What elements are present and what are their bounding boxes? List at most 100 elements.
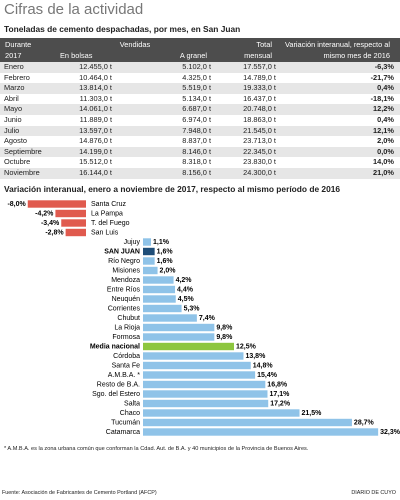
chart: -8,0% Santa Cruz -4,2% La Pampa -3,4% T. del …	[7, 200, 400, 436]
category-label: La Pampa	[91, 210, 123, 217]
table-cell: 16.144,0 t	[79, 168, 112, 177]
category-label: Córdoba	[113, 353, 140, 360]
table-cell: 6.974,0 t	[182, 115, 211, 124]
table-cell: 13.597,0 t	[79, 125, 112, 135]
table-row: Marzo 13.814,0 t 5.519,0 t 19.333,0 t 0,4%	[0, 83, 400, 94]
table-cell: 19.333,0 t	[243, 83, 276, 93]
table-cell: 20.748,0 t	[243, 104, 276, 114]
column-header: Durante 2017	[5, 40, 32, 60]
value-label: -8,0%	[7, 201, 26, 208]
category-label: San Luis	[91, 229, 119, 236]
value-label: 4,2%	[176, 277, 193, 284]
table-cell: -6,3%	[374, 62, 394, 71]
table-cell: 10.464,0 t	[79, 72, 112, 82]
column-header: Vendidas	[119, 40, 151, 49]
value-label: -2,8%	[45, 229, 64, 236]
table-cell: 8.146,0 t	[182, 146, 211, 156]
table-row: Noviembre 16.144,0 t 8.156,0 t 24.300,0 t 21…	[0, 168, 400, 179]
table-cell: Septiembre	[4, 146, 42, 156]
table-cell: -21,7%	[370, 72, 394, 82]
category-label: Jujuy	[124, 239, 141, 246]
table-cell: 11.889,0 t	[79, 115, 112, 124]
bar	[143, 323, 215, 332]
bar	[143, 380, 266, 389]
table-cell: Junio	[4, 115, 22, 124]
chart-title: Variación interanual, enero a noviembre …	[4, 184, 341, 194]
table-cell: Mayo	[4, 104, 23, 114]
table-cell: 14.199,0 t	[79, 146, 112, 156]
table-cell: 22.345,0 t	[243, 146, 276, 156]
table-cell: 8.156,0 t	[182, 168, 211, 177]
table-cell: 8.837,0 t	[182, 136, 211, 146]
bar	[143, 238, 152, 246]
value-label: 32,3%	[380, 429, 400, 436]
table-cell: 2,0%	[377, 136, 394, 146]
value-label: 4,5%	[178, 296, 195, 303]
table-row: Mayo 14.061,0 t 6.687,0 t 20.748,0 t 12,2%	[0, 104, 400, 115]
table-cell: 14.876,0 t	[79, 136, 112, 146]
footnote: * A.M.B.A. es la zona urbana común que c…	[4, 446, 309, 452]
category-label: Corrientes	[108, 305, 141, 312]
value-label: 17,2%	[270, 400, 291, 407]
bar	[55, 209, 86, 218]
category-label: T. del Fuego	[91, 220, 130, 227]
category-label: Resto de B.A.	[97, 381, 140, 388]
bar	[143, 247, 155, 256]
table-cell: 23.713,0 t	[243, 136, 276, 146]
table-cell: 12,2%	[373, 104, 394, 114]
category-label: Media nacional	[90, 343, 140, 350]
table-header: Durante 2017 Vendidas En bolsas A granel…	[0, 38, 400, 62]
value-label: -4,2%	[35, 210, 54, 217]
table-cell: 24.300,0 t	[243, 168, 276, 177]
bar	[143, 314, 197, 322]
table-cell: 0,0%	[377, 146, 394, 156]
category-label: La Rioja	[114, 324, 140, 331]
table-cell: 11.303,0 t	[79, 93, 112, 103]
category-label: Salta	[124, 400, 140, 407]
page-title: Cifras de la actividad	[4, 1, 144, 18]
table-cell: 5.519,0 t	[182, 83, 211, 93]
bar	[27, 200, 86, 208]
table-row: Agosto 14.876,0 t 8.837,0 t 23.713,0 t 2,0%	[0, 136, 400, 147]
table-title: Toneladas de cemento despachadas, por me…	[4, 24, 241, 34]
bar	[143, 409, 300, 417]
value-label: 21,5%	[302, 410, 323, 417]
table-cell: 4.325,0 t	[182, 72, 211, 82]
value-label: 1,6%	[157, 248, 174, 255]
value-label: 12,5%	[236, 343, 257, 350]
value-label: 17,1%	[269, 391, 290, 398]
value-label: 14,8%	[253, 362, 274, 369]
table-cell: 16.437,0 t	[243, 93, 276, 103]
table-cell: 13.814,0 t	[79, 83, 112, 93]
bar	[143, 428, 379, 436]
bar	[143, 295, 176, 303]
category-label: Santa Cruz	[91, 201, 127, 208]
table-cell: 18.863,0 t	[243, 115, 276, 124]
category-label: Misiones	[112, 267, 140, 274]
value-label: 7,4%	[199, 315, 216, 322]
category-label: SAN JUAN	[104, 248, 140, 255]
bar	[143, 418, 352, 427]
table-cell: Noviembre	[4, 168, 40, 177]
table-cell: Marzo	[4, 83, 25, 93]
bar	[65, 228, 86, 237]
table-cell: 14.789,0 t	[243, 72, 276, 82]
value-label: 4,4%	[177, 286, 194, 293]
column-header: A granel	[179, 51, 207, 60]
table-row: Julio 13.597,0 t 7.948,0 t 21.545,0 t 12,1%	[0, 125, 400, 137]
column-header: Total mensual	[244, 40, 272, 60]
bar	[143, 333, 215, 341]
table-row: Abril 11.303,0 t 5.134,0 t 16.437,0 t -18,1%	[0, 94, 400, 105]
table-cell: 8.318,0 t	[182, 157, 211, 167]
bar	[143, 257, 155, 265]
bar	[61, 219, 86, 227]
table-cell: -18,1%	[370, 93, 394, 103]
table-cell: 7.948,0 t	[182, 125, 211, 135]
table-cell: Febrero	[4, 72, 30, 82]
table-cell: 15.512,0 t	[79, 157, 112, 167]
table-cell: Abril	[4, 93, 19, 103]
bar	[143, 399, 269, 408]
value-label: 9,8%	[216, 334, 233, 341]
table-cell: 0,4%	[377, 83, 394, 93]
